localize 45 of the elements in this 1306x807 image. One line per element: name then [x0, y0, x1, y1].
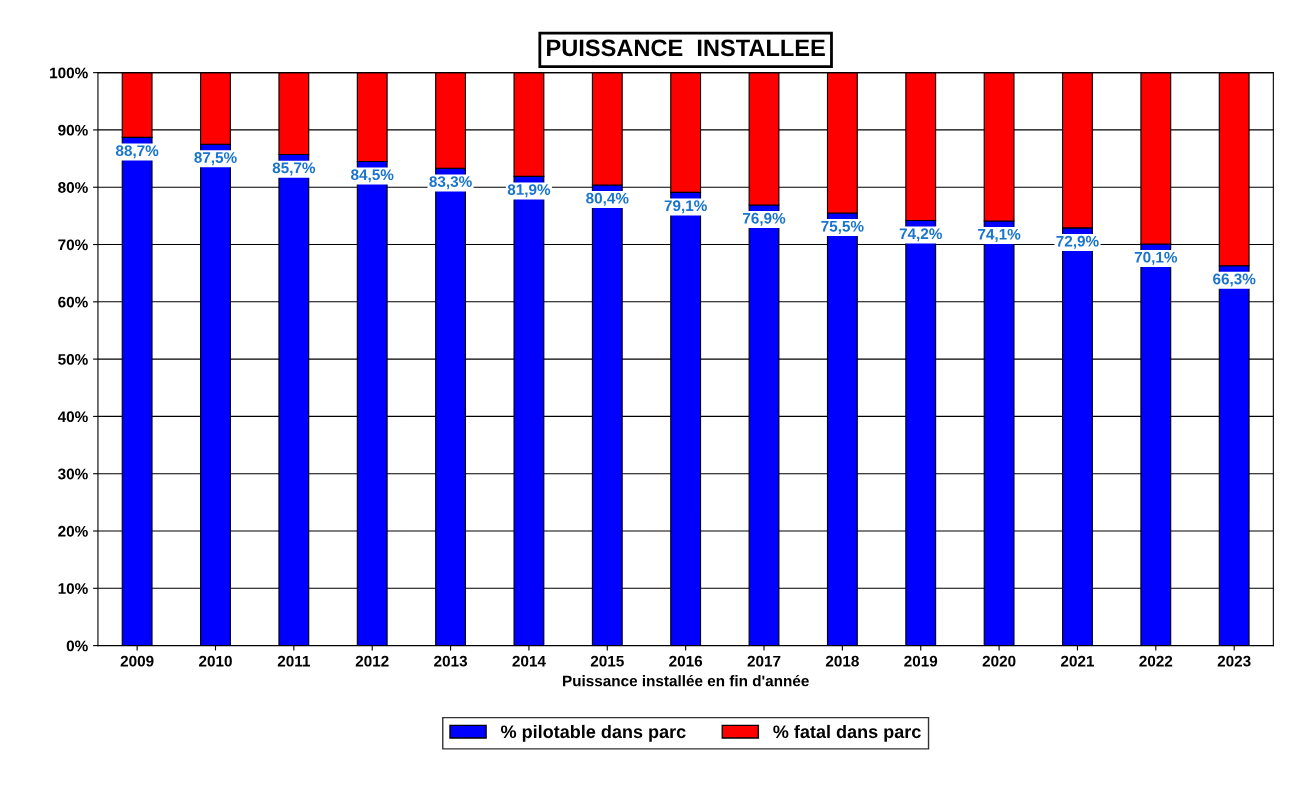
data-label: 87,5% — [194, 152, 237, 166]
x-tick-label: 2014 — [512, 655, 546, 667]
data-label: 79,1% — [664, 200, 707, 214]
data-label: 72,9% — [1056, 235, 1099, 249]
y-tick-label: 50% — [58, 353, 88, 365]
x-tick-label: 2013 — [434, 655, 468, 667]
data-label: 76,9% — [743, 212, 786, 226]
data-label: 83,3% — [429, 176, 472, 190]
x-tick-label: 2018 — [825, 655, 859, 667]
data-label: 88,7% — [115, 145, 159, 159]
y-tick-label: 60% — [58, 296, 88, 308]
y-tick-label: 0% — [66, 640, 88, 652]
x-tick-label: 2009 — [120, 655, 154, 667]
y-tick-label: 10% — [58, 583, 88, 594]
data-label: 74,1% — [978, 228, 1021, 242]
x-tick-label: 2020 — [982, 655, 1016, 667]
x-tick-label: 2023 — [1217, 655, 1251, 667]
y-tick-label: 40% — [57, 411, 88, 423]
data-label: 66,3% — [1213, 273, 1256, 287]
y-tick-label: 70% — [58, 239, 88, 251]
x-tick-label: 2021 — [1060, 655, 1095, 667]
y-tick-label: 30% — [58, 468, 88, 480]
x-tick-label: 2011 — [277, 655, 310, 667]
x-tick-label: 2022 — [1139, 655, 1173, 667]
x-tick-label: 2012 — [355, 655, 389, 667]
data-label: 85,7% — [272, 162, 316, 176]
legend-label: % pilotable dans parc — [500, 724, 686, 742]
y-tick-label: 20% — [58, 525, 88, 537]
x-tick-label: 2016 — [669, 655, 703, 667]
legend-label: % fatal dans parc — [773, 724, 921, 742]
x-tick-label: 2019 — [904, 655, 938, 667]
x-axis-title: Puissance installée en fin d'année — [563, 674, 809, 687]
x-tick-label: 2017 — [747, 655, 781, 667]
data-label: 75,5% — [821, 220, 864, 234]
data-label: 81,9% — [507, 184, 551, 198]
chart-title: PUISSANCE INSTALLEE — [547, 39, 825, 57]
data-label: 80,4% — [586, 192, 629, 206]
data-label: 74,2% — [899, 228, 942, 242]
data-label: 84,5% — [351, 169, 394, 183]
y-tick-label: 80% — [58, 182, 88, 193]
x-tick-label: 2010 — [199, 655, 232, 667]
data-label: 70,1% — [1134, 251, 1178, 265]
x-tick-label: 2015 — [590, 655, 624, 667]
y-tick-label: 90% — [58, 124, 88, 136]
y-tick-label: 100% — [50, 67, 88, 79]
